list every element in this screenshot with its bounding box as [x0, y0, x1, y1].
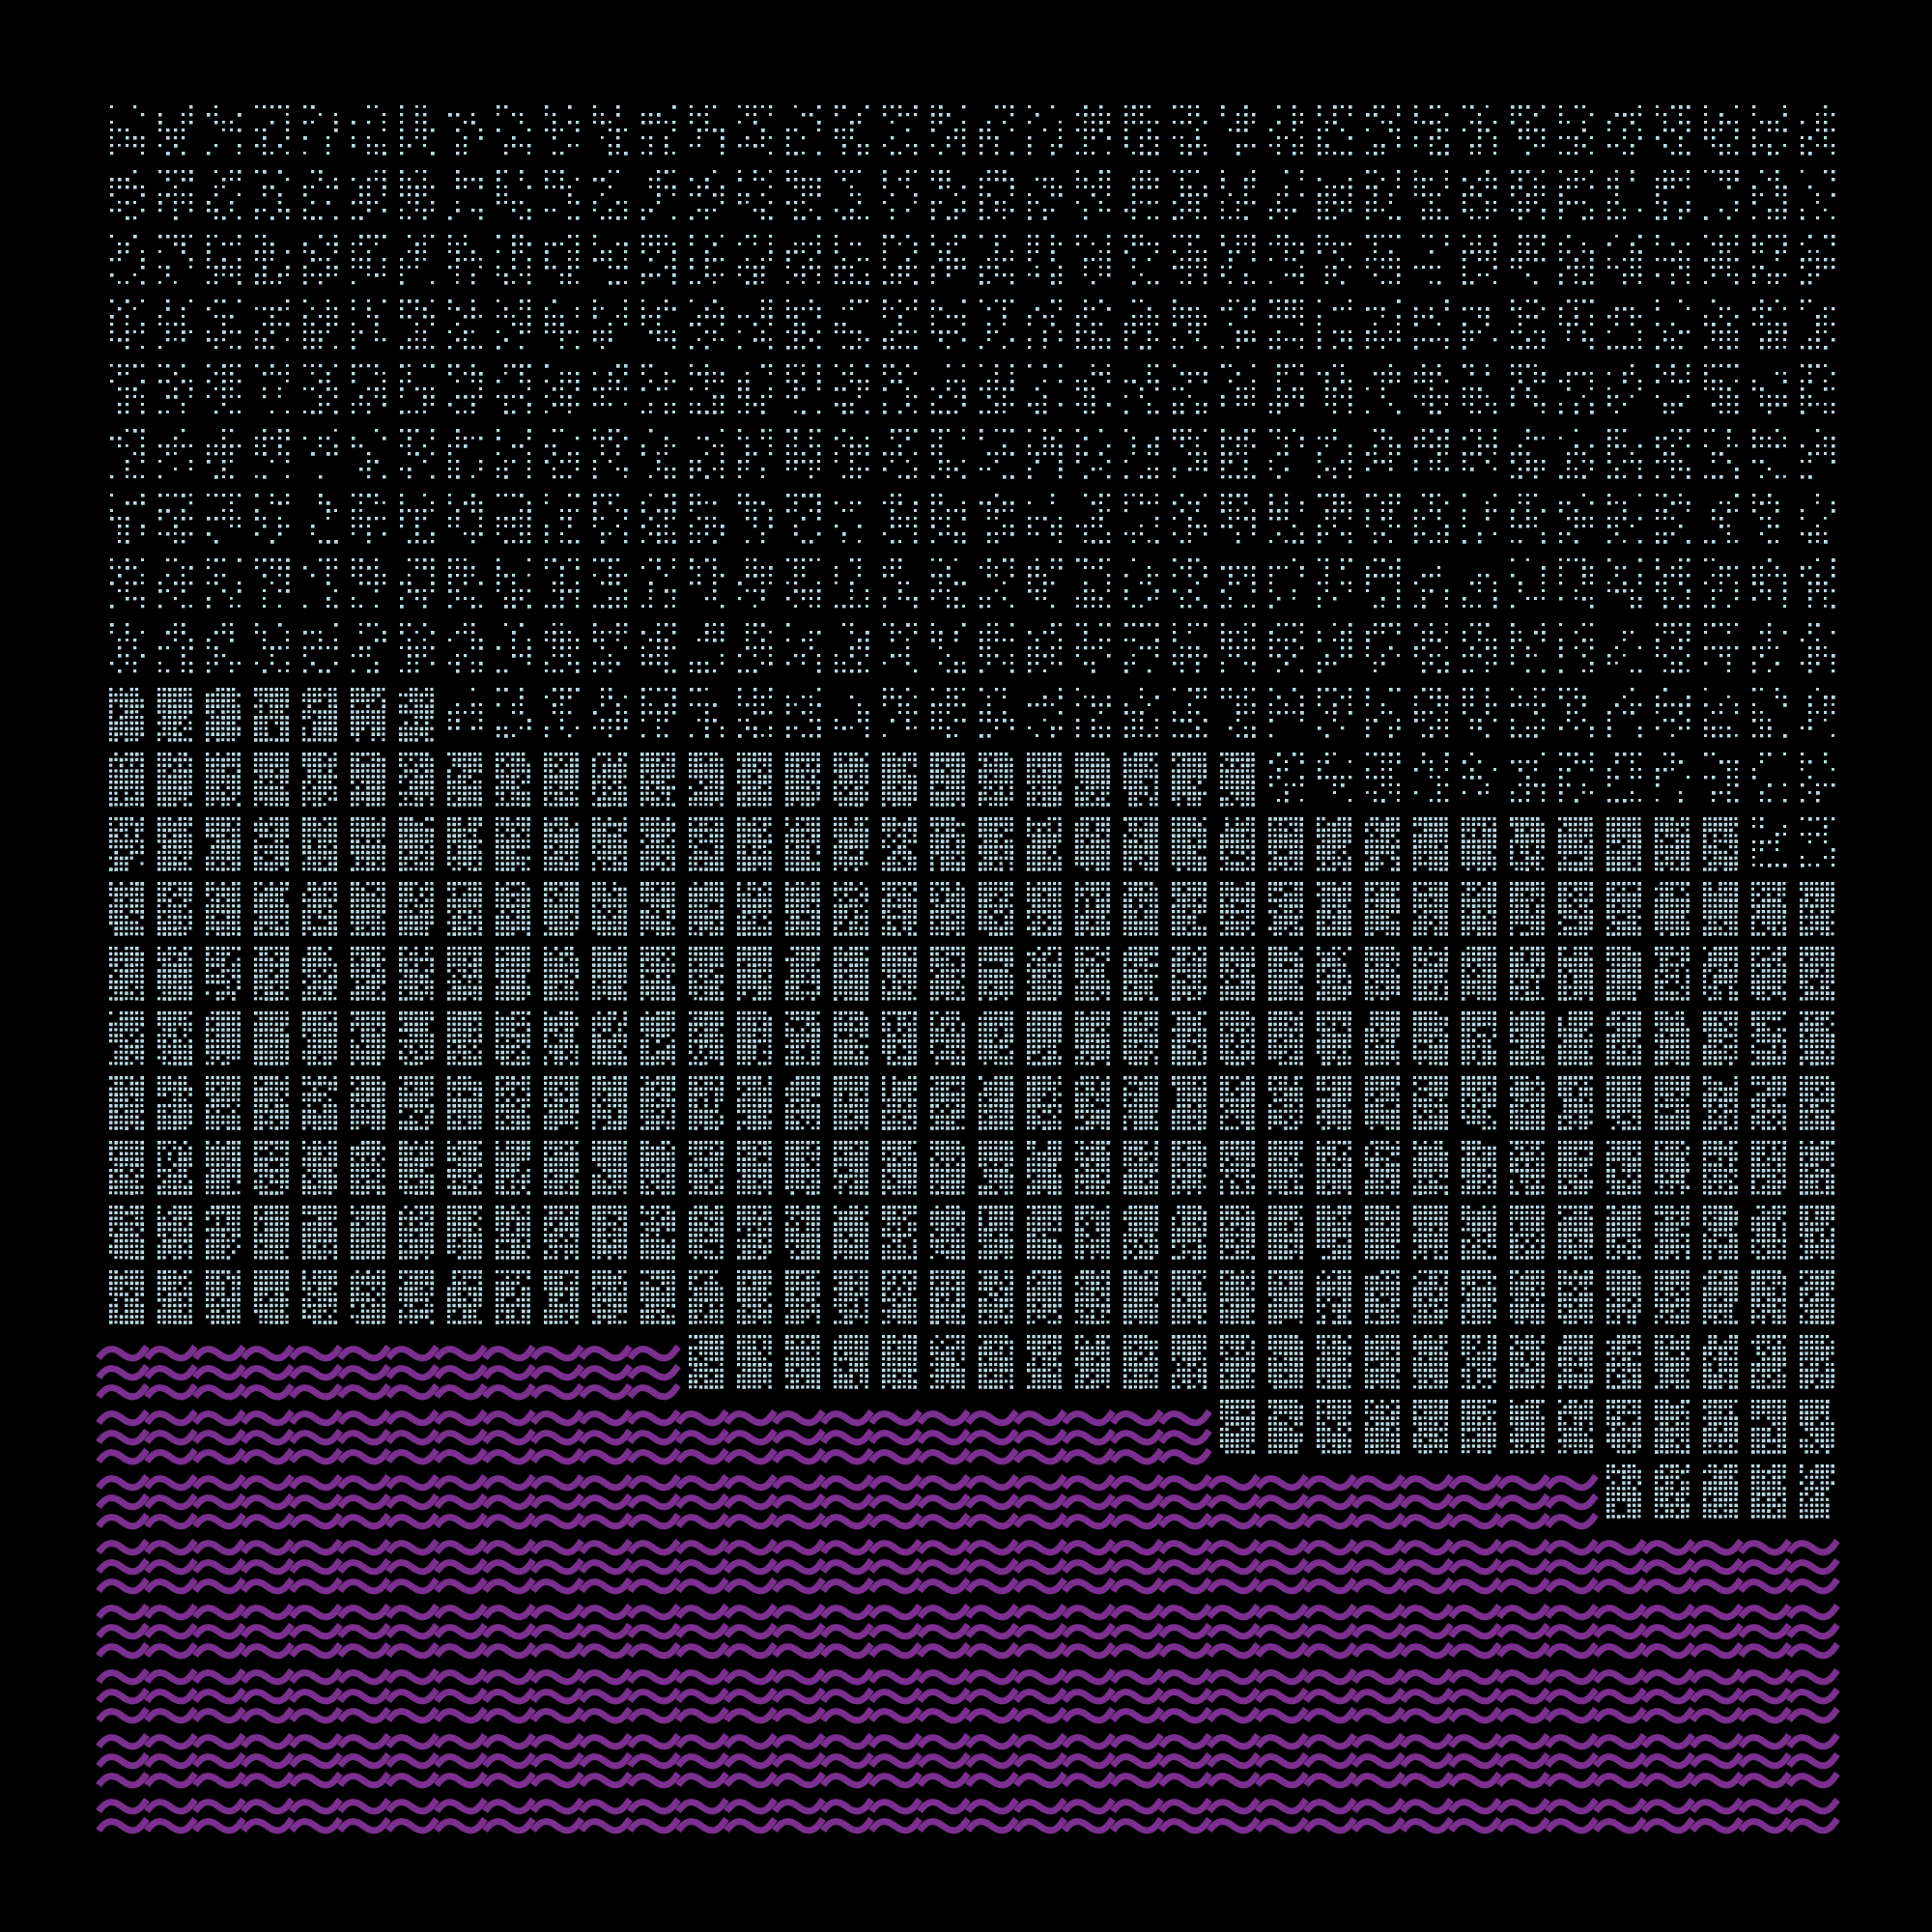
wave-texture-row	[96, 1473, 1599, 1530]
wave-texture-row	[96, 1667, 1840, 1724]
wave-texture-row	[96, 1732, 1840, 1789]
wave-texture-row	[96, 1408, 1212, 1465]
wave-texture-row	[96, 1603, 1840, 1660]
dense-dot-texture	[109, 688, 1835, 1519]
wave-texture-row	[96, 1344, 681, 1401]
wave-texture-row	[96, 1797, 1840, 1834]
wave-texture-row	[96, 1538, 1840, 1595]
